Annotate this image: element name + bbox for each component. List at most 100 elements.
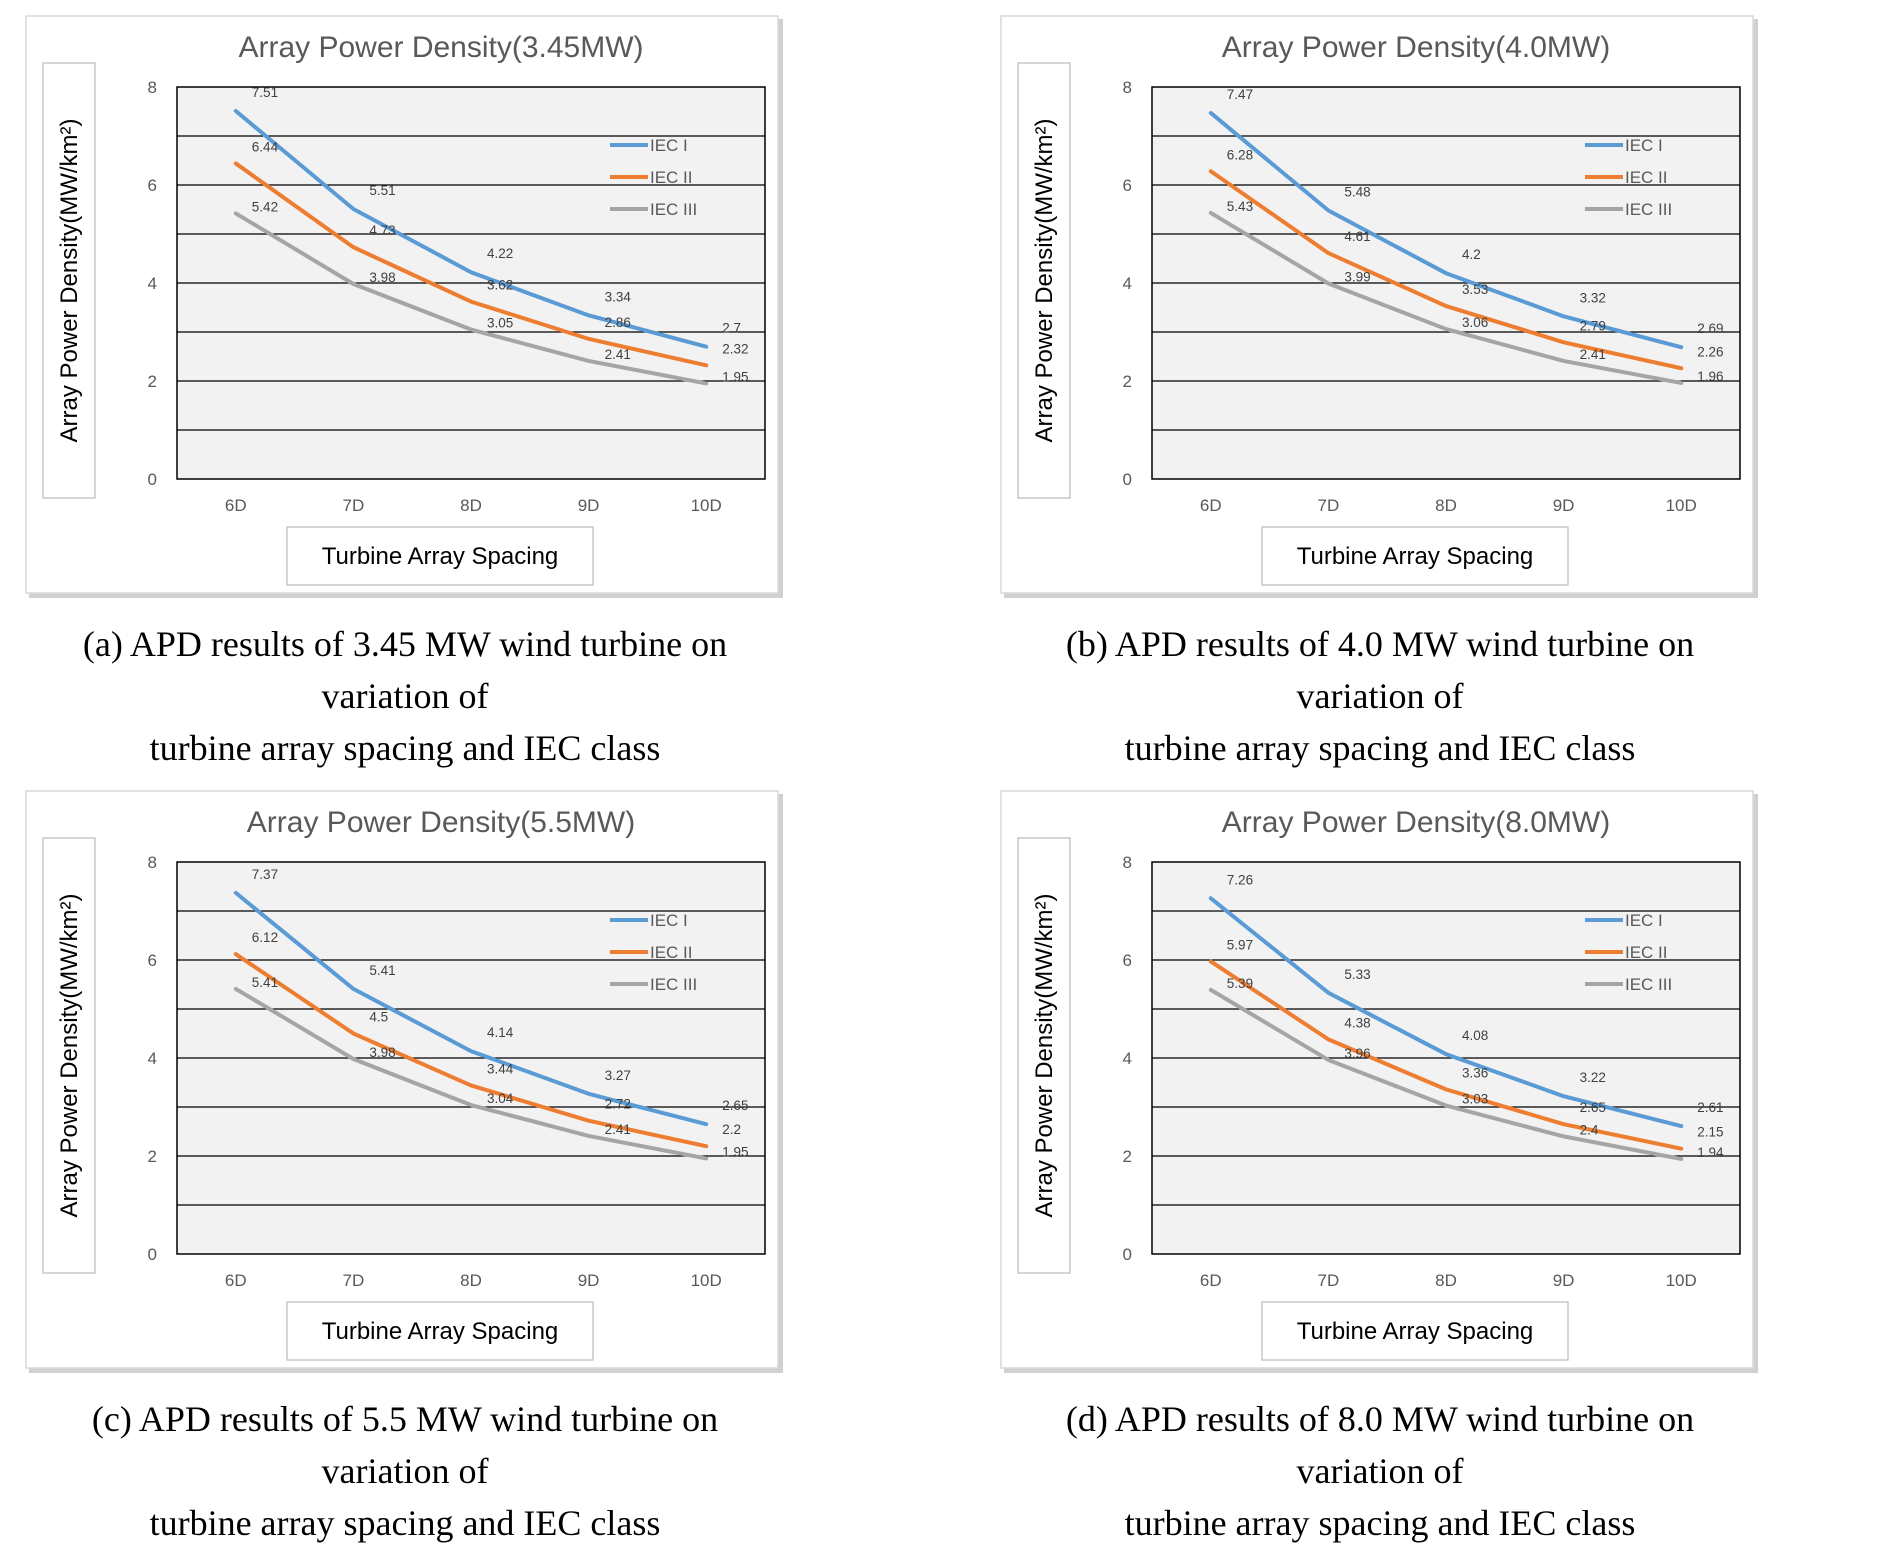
- chart-a-data-label-iec-2: 4.73: [369, 223, 395, 238]
- chart-d-data-label-iec-1: 7.26: [1227, 872, 1253, 887]
- chart-d-data-label-iec-3: 1.94: [1697, 1145, 1724, 1160]
- chart-d-data-label-iec-2: 2.65: [1580, 1100, 1606, 1115]
- chart-c-data-label-iec-1: 2.65: [722, 1098, 748, 1113]
- chart-b-data-label-iec-2: 2.79: [1580, 318, 1606, 333]
- chart-b-y-tick: 8: [1123, 78, 1132, 97]
- chart-d-y-tick: 0: [1123, 1245, 1132, 1264]
- chart-d-xlabel: Turbine Array Spacing: [1297, 1318, 1534, 1345]
- chart-d-xlabel-box: [1261, 1301, 1569, 1361]
- chart-d-y-tick: 4: [1123, 1049, 1132, 1068]
- chart-b-data-label-iec-2: 6.28: [1227, 147, 1253, 162]
- chart-a-data-label-iec-3: 5.42: [252, 199, 278, 214]
- chart-b-x-tick: 9D: [1553, 496, 1575, 515]
- chart-a-data-label-iec-2: 3.62: [487, 278, 513, 293]
- chart-c-y-tick: 6: [148, 951, 157, 970]
- caption-a: (a) APD results of 3.45 MW wind turbine …: [25, 618, 785, 774]
- chart-c-legend-label-iec-2: IEC II: [650, 943, 693, 962]
- chart-c-data-label-iec-3: 1.95: [722, 1144, 748, 1159]
- caption-d: (d) APD results of 8.0 MW wind turbine o…: [1000, 1393, 1760, 1549]
- chart-a-x-tick: 10D: [691, 496, 722, 515]
- chart-c-x-tick: 6D: [225, 1271, 247, 1290]
- chart-d-series-iec-2-line: [1208, 959, 1684, 1151]
- caption-c-line-2: turbine array spacing and IEC class: [149, 1503, 661, 1543]
- caption-b-line-1: (b) APD results of 4.0 MW wind turbine o…: [1065, 624, 1695, 716]
- chart-c-series-iec-1-line: [233, 890, 709, 1127]
- chart-d-data-label-iec-2: 4.38: [1344, 1015, 1370, 1030]
- chart-c-x-tick: 7D: [343, 1271, 365, 1290]
- chart-c-data-label-iec-2: 4.5: [369, 1010, 388, 1025]
- chart-d-legend-label-iec-3: IEC III: [1625, 975, 1672, 994]
- chart-b-data-label-iec-1: 3.32: [1580, 290, 1606, 305]
- chart-b-xlabel-box: [1261, 526, 1569, 586]
- chart-a-title: Array Power Density(3.45MW): [238, 31, 643, 64]
- chart-b-data-label-iec-2: 4.61: [1344, 229, 1370, 244]
- chart-a-data-label-iec-2: 2.86: [605, 315, 631, 330]
- chart-d-data-label-iec-3: 3.03: [1462, 1092, 1488, 1107]
- chart-b-x-tick: 10D: [1666, 496, 1697, 515]
- chart-a-data-label-iec-2: 6.44: [252, 139, 279, 154]
- chart-d-series-iec-1-line: [1208, 896, 1684, 1129]
- chart-b-data-label-iec-1: 4.2: [1462, 247, 1481, 262]
- chart-c: Array Power Density(5.5MW) 0 2 4 6 8 6D 7D 8D 9D 1…: [25, 790, 783, 1373]
- chart-c-data-label-iec-3: 3.04: [487, 1091, 514, 1106]
- chart-b-data-label-iec-3: 3.99: [1344, 269, 1370, 284]
- chart-d-data-label-iec-2: 3.36: [1462, 1065, 1488, 1080]
- chart-c-data-label-iec-2: 2.72: [605, 1097, 631, 1112]
- chart-b-y-tick: 4: [1123, 274, 1132, 293]
- chart-a-data-label-iec-1: 4.22: [487, 246, 513, 261]
- chart-d-title: Array Power Density(8.0MW): [1222, 806, 1610, 839]
- chart-a-data-label-iec-2: 2.32: [722, 341, 748, 356]
- chart-b-x-tick: 8D: [1435, 496, 1457, 515]
- chart-c-data-label-iec-2: 6.12: [252, 930, 278, 945]
- caption-d-line-2: turbine array spacing and IEC class: [1124, 1503, 1636, 1543]
- chart-a-data-label-iec-3: 3.98: [369, 270, 395, 285]
- chart-d-data-label-iec-1: 4.08: [1462, 1028, 1488, 1043]
- chart-d-x-tick: 8D: [1435, 1271, 1457, 1290]
- chart-b-xlabel: Turbine Array Spacing: [1297, 543, 1534, 570]
- chart-b-data-label-iec-1: 2.69: [1697, 321, 1723, 336]
- caption-c: (c) APD results of 5.5 MW wind turbine o…: [25, 1393, 785, 1549]
- chart-a-legend-label-iec-2: IEC II: [650, 168, 693, 187]
- chart-b-data-label-iec-3: 5.43: [1227, 199, 1253, 214]
- chart-b-data-label-iec-3: 3.06: [1462, 315, 1488, 330]
- chart-d-container: Array Power Density(8.0MW) 0 2 4 6 8 6D 7D 8D 9D 1…: [1000, 790, 1760, 1375]
- chart-a-x-tick: 6D: [225, 496, 247, 515]
- chart-c-data-label-iec-1: 5.41: [369, 963, 395, 978]
- caption-b: (b) APD results of 4.0 MW wind turbine o…: [1000, 618, 1760, 774]
- chart-b-data-label-iec-1: 7.47: [1227, 87, 1253, 102]
- chart-d-data-label-iec-2: 2.15: [1697, 1125, 1723, 1140]
- chart-d-x-tick: 6D: [1200, 1271, 1222, 1290]
- chart-d-x-tick: 10D: [1666, 1271, 1697, 1290]
- chart-d-data-label-iec-1: 2.61: [1697, 1100, 1723, 1115]
- chart-a-data-label-iec-1: 7.51: [252, 85, 278, 100]
- chart-a-x-tick: 7D: [343, 496, 365, 515]
- panel-a: Array Power Density(3.45MW) 0 2 4 6 8 6D 7D 8D 9D…: [25, 15, 785, 774]
- chart-a-ylabel-box: [42, 62, 96, 499]
- chart-c-series-iec-2-line: [233, 952, 709, 1149]
- chart-a-ylabel: Array Power Density(MW/km²): [56, 118, 83, 442]
- chart-b-y-tick: 6: [1123, 176, 1132, 195]
- chart-a-legend-label-iec-1: IEC I: [650, 136, 688, 155]
- chart-c-data-label-iec-1: 4.14: [487, 1025, 514, 1040]
- caption-b-line-2: turbine array spacing and IEC class: [1124, 728, 1636, 768]
- chart-c-data-label-iec-2: 3.44: [487, 1061, 514, 1076]
- caption-d-line-1: (d) APD results of 8.0 MW wind turbine o…: [1065, 1399, 1695, 1491]
- chart-c-container: Array Power Density(5.5MW) 0 2 4 6 8 6D 7D 8D 9D 1…: [25, 790, 785, 1375]
- chart-b-legend-label-iec-3: IEC III: [1625, 200, 1672, 219]
- chart-c-title: Array Power Density(5.5MW): [247, 806, 635, 839]
- chart-c-y-tick: 2: [148, 1147, 157, 1166]
- chart-a-y-tick: 2: [148, 372, 157, 391]
- chart-a-series-iec-3-line: [233, 211, 709, 386]
- chart-b-container: Array Power Density(4.0MW) 0 2 4 6 8 6D 7D 8D 9D 1…: [1000, 15, 1760, 600]
- chart-b-x-tick: 7D: [1318, 496, 1340, 515]
- chart-d-ylabel: Array Power Density(MW/km²): [1031, 893, 1058, 1217]
- chart-d-series-iec-3-line: [1208, 987, 1684, 1161]
- chart-c-x-tick: 9D: [578, 1271, 600, 1290]
- chart-d-x-tick: 9D: [1553, 1271, 1575, 1290]
- chart-b-data-label-iec-3: 1.96: [1697, 369, 1723, 384]
- chart-c-y-tick: 4: [148, 1049, 157, 1068]
- chart-d-legend-label-iec-2: IEC II: [1625, 943, 1668, 962]
- chart-a: Array Power Density(3.45MW) 0 2 4 6 8 6D 7D 8D 9D…: [25, 15, 783, 598]
- chart-d-ylabel-box: [1017, 837, 1071, 1274]
- chart-d-y-tick: 2: [1123, 1147, 1132, 1166]
